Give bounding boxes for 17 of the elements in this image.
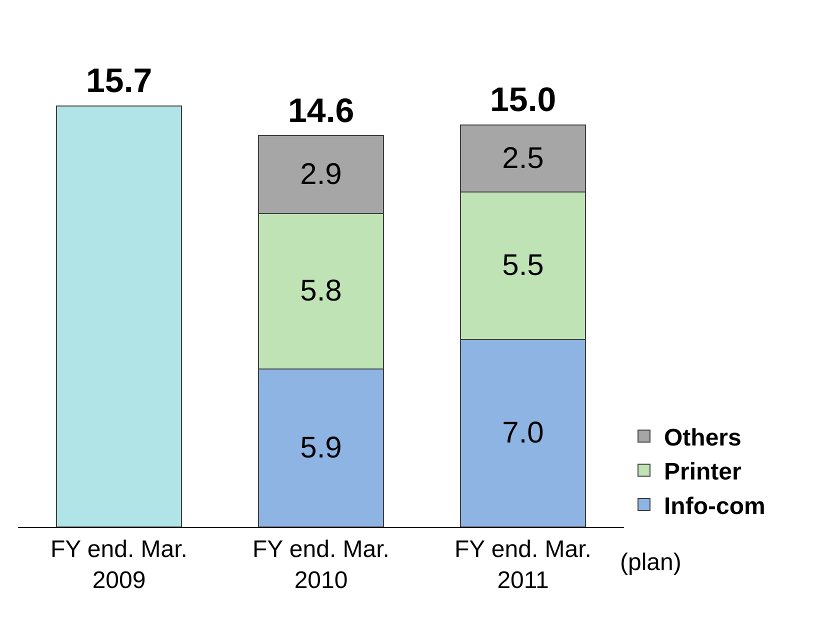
x-tick-label: FY end. Mar. 2009 [50,536,188,594]
legend-label: Others [664,424,742,452]
total-label: 15.0 [490,81,556,119]
text: (plan) [620,549,682,576]
bar [56,106,182,527]
data-label: 5.9 [300,431,342,464]
legend-label: Info-com [664,492,766,520]
total-label: 14.6 [288,92,354,130]
legend-label: Printer [664,458,742,486]
x-tick-label: FY end. Mar. 2010 [252,536,390,594]
x-tick-label: FY end. Mar. 2011 [454,536,592,594]
data-label: 2.9 [300,158,342,191]
data-label: 2.5 [502,142,544,175]
data-label: 5.5 [502,249,544,282]
data-label: 5.8 [300,274,342,308]
data-label: 7.0 [502,416,544,450]
total-label: 15.7 [86,62,152,100]
